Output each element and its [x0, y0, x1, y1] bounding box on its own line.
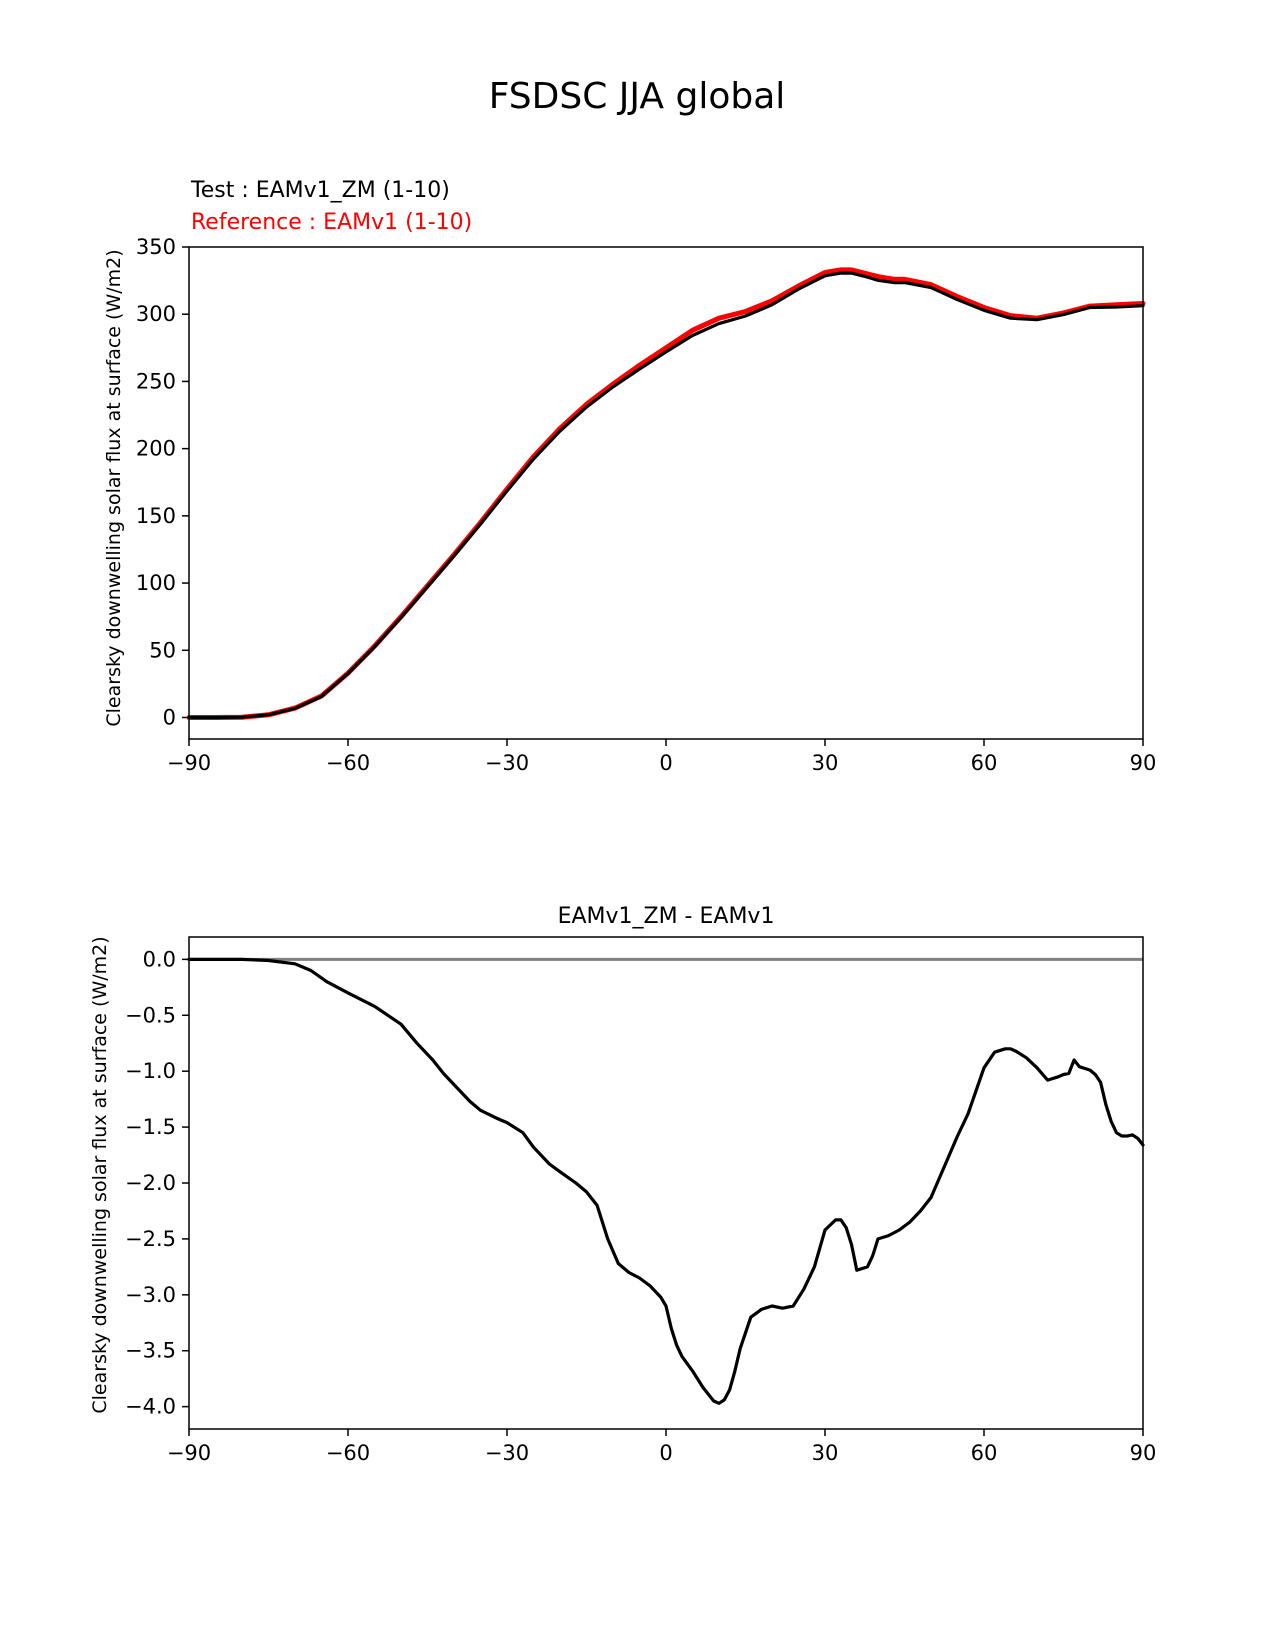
y-tick-label: 150 [136, 504, 176, 528]
y-tick-label: 50 [149, 638, 176, 662]
x-tick-label: 60 [971, 751, 998, 775]
legend-reference-label: Reference : EAMv1 (1-10) [191, 210, 472, 235]
y-tick-label: −4.0 [125, 1395, 176, 1419]
y-tick-label: −1.5 [125, 1115, 176, 1139]
x-tick-label: 90 [1130, 751, 1157, 775]
x-tick-label: −30 [485, 751, 529, 775]
top-chart-ticks: −90 −60 −30 0 30 60 90 0 50 100 150 200 250 300 350 [136, 235, 1156, 775]
legend-test-label: Test : EAMv1_ZM (1-10) [190, 178, 450, 203]
series-line [186, 267, 1146, 720]
top-chart-frame [188, 246, 1144, 740]
y-tick-label: −3.0 [125, 1283, 176, 1307]
x-tick-label: 0 [659, 1441, 672, 1465]
bottom-chart-frame [188, 936, 1144, 1430]
x-tick-label: 30 [812, 751, 839, 775]
x-tick-label: 60 [971, 1441, 998, 1465]
series-line [187, 957, 1145, 1405]
top-chart-ylabel: Clearsky downwelling solar flux at surfa… [103, 249, 125, 726]
x-tick-label: 30 [812, 1441, 839, 1465]
y-tick-label: −2.5 [125, 1227, 176, 1251]
y-tick-label: 200 [136, 437, 176, 461]
x-tick-label: −90 [167, 751, 211, 775]
x-tick-label: 0 [659, 751, 672, 775]
y-tick-label: −0.5 [125, 1003, 176, 1027]
y-tick-label: 0.0 [143, 947, 176, 971]
x-tick-label: −60 [326, 751, 370, 775]
y-tick-label: 100 [136, 571, 176, 595]
figure-title: FSDSC JJA global [489, 76, 786, 117]
y-tick-label: 350 [136, 235, 176, 259]
bottom-chart-title: EAMv1_ZM - EAMv1 [558, 904, 775, 929]
y-tick-label: 250 [136, 369, 176, 393]
y-tick-label: −3.5 [125, 1339, 176, 1363]
x-tick-label: −60 [326, 1441, 370, 1465]
top-chart-series [186, 267, 1146, 720]
y-tick-label: 300 [136, 302, 176, 326]
bottom-chart-series [187, 957, 1145, 1405]
y-tick-label: 0 [163, 705, 176, 729]
x-tick-label: −30 [485, 1441, 529, 1465]
bottom-chart-ylabel: Clearsky downwelling solar flux at surfa… [89, 936, 111, 1413]
series-line [187, 271, 1145, 720]
bottom-line-chart: EAMv1_ZM - EAMv1 Clearsky downwelling so… [89, 904, 1156, 1465]
bottom-chart-ticks: −90 −60 −30 0 30 60 90 0.0 −0.5 −1.0 −1.5 −2.0 −2.5 −… [125, 947, 1156, 1465]
top-line-chart: Test : EAMv1_ZM (1-10) Reference : EAMv1… [103, 178, 1156, 775]
y-tick-label: −1.0 [125, 1059, 176, 1083]
x-tick-label: 90 [1130, 1441, 1157, 1465]
y-tick-label: −2.0 [125, 1171, 176, 1195]
x-tick-label: −90 [167, 1441, 211, 1465]
